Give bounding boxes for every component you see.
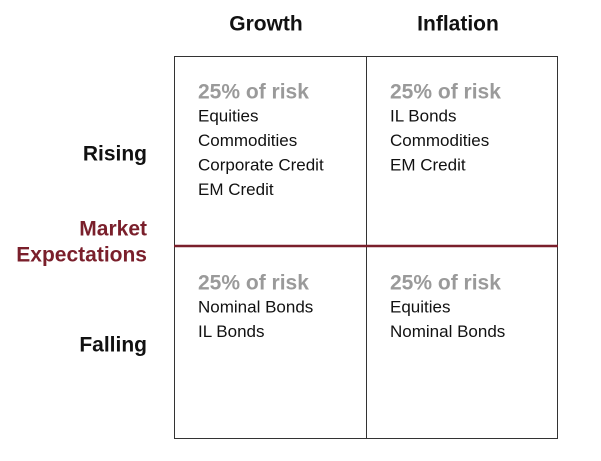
asset-item: Nominal Bonds [390, 322, 505, 341]
row-label: Rising [83, 143, 147, 166]
axis-label: Market [79, 218, 147, 241]
risk-heading: 25% of risk [390, 272, 501, 295]
column-header: Inflation [417, 13, 499, 36]
asset-item: Corporate Credit [198, 155, 324, 174]
risk-heading: 25% of risk [390, 81, 501, 104]
risk-heading: 25% of risk [198, 272, 309, 295]
row-label: Falling [79, 334, 147, 357]
asset-item: IL Bonds [198, 322, 264, 341]
risk-heading: 25% of risk [198, 81, 309, 104]
asset-item: Commodities [390, 131, 489, 150]
asset-item: Commodities [198, 131, 297, 150]
asset-item: Nominal Bonds [198, 297, 313, 316]
axis-label: Expectations [16, 244, 147, 267]
asset-item: Equities [390, 297, 450, 316]
asset-item: EM Credit [198, 180, 274, 199]
column-header: Growth [229, 13, 303, 36]
asset-item: Equities [198, 106, 258, 125]
asset-item: IL Bonds [390, 106, 456, 125]
asset-item: EM Credit [390, 155, 466, 174]
